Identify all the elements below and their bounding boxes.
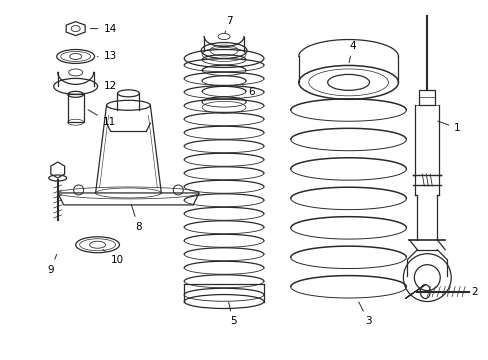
Text: 7: 7: [224, 15, 232, 33]
Text: 12: 12: [98, 81, 117, 91]
Text: 1: 1: [437, 121, 460, 133]
Text: 9: 9: [47, 254, 57, 275]
Text: 6: 6: [242, 84, 254, 97]
Text: 13: 13: [97, 51, 117, 62]
Text: 8: 8: [131, 204, 142, 232]
Text: 10: 10: [102, 249, 123, 265]
Text: 5: 5: [228, 302, 236, 327]
Text: 14: 14: [90, 24, 117, 33]
Text: 4: 4: [348, 41, 355, 63]
Text: 3: 3: [358, 302, 371, 327]
Text: 11: 11: [88, 110, 116, 127]
Text: 2: 2: [463, 287, 477, 297]
